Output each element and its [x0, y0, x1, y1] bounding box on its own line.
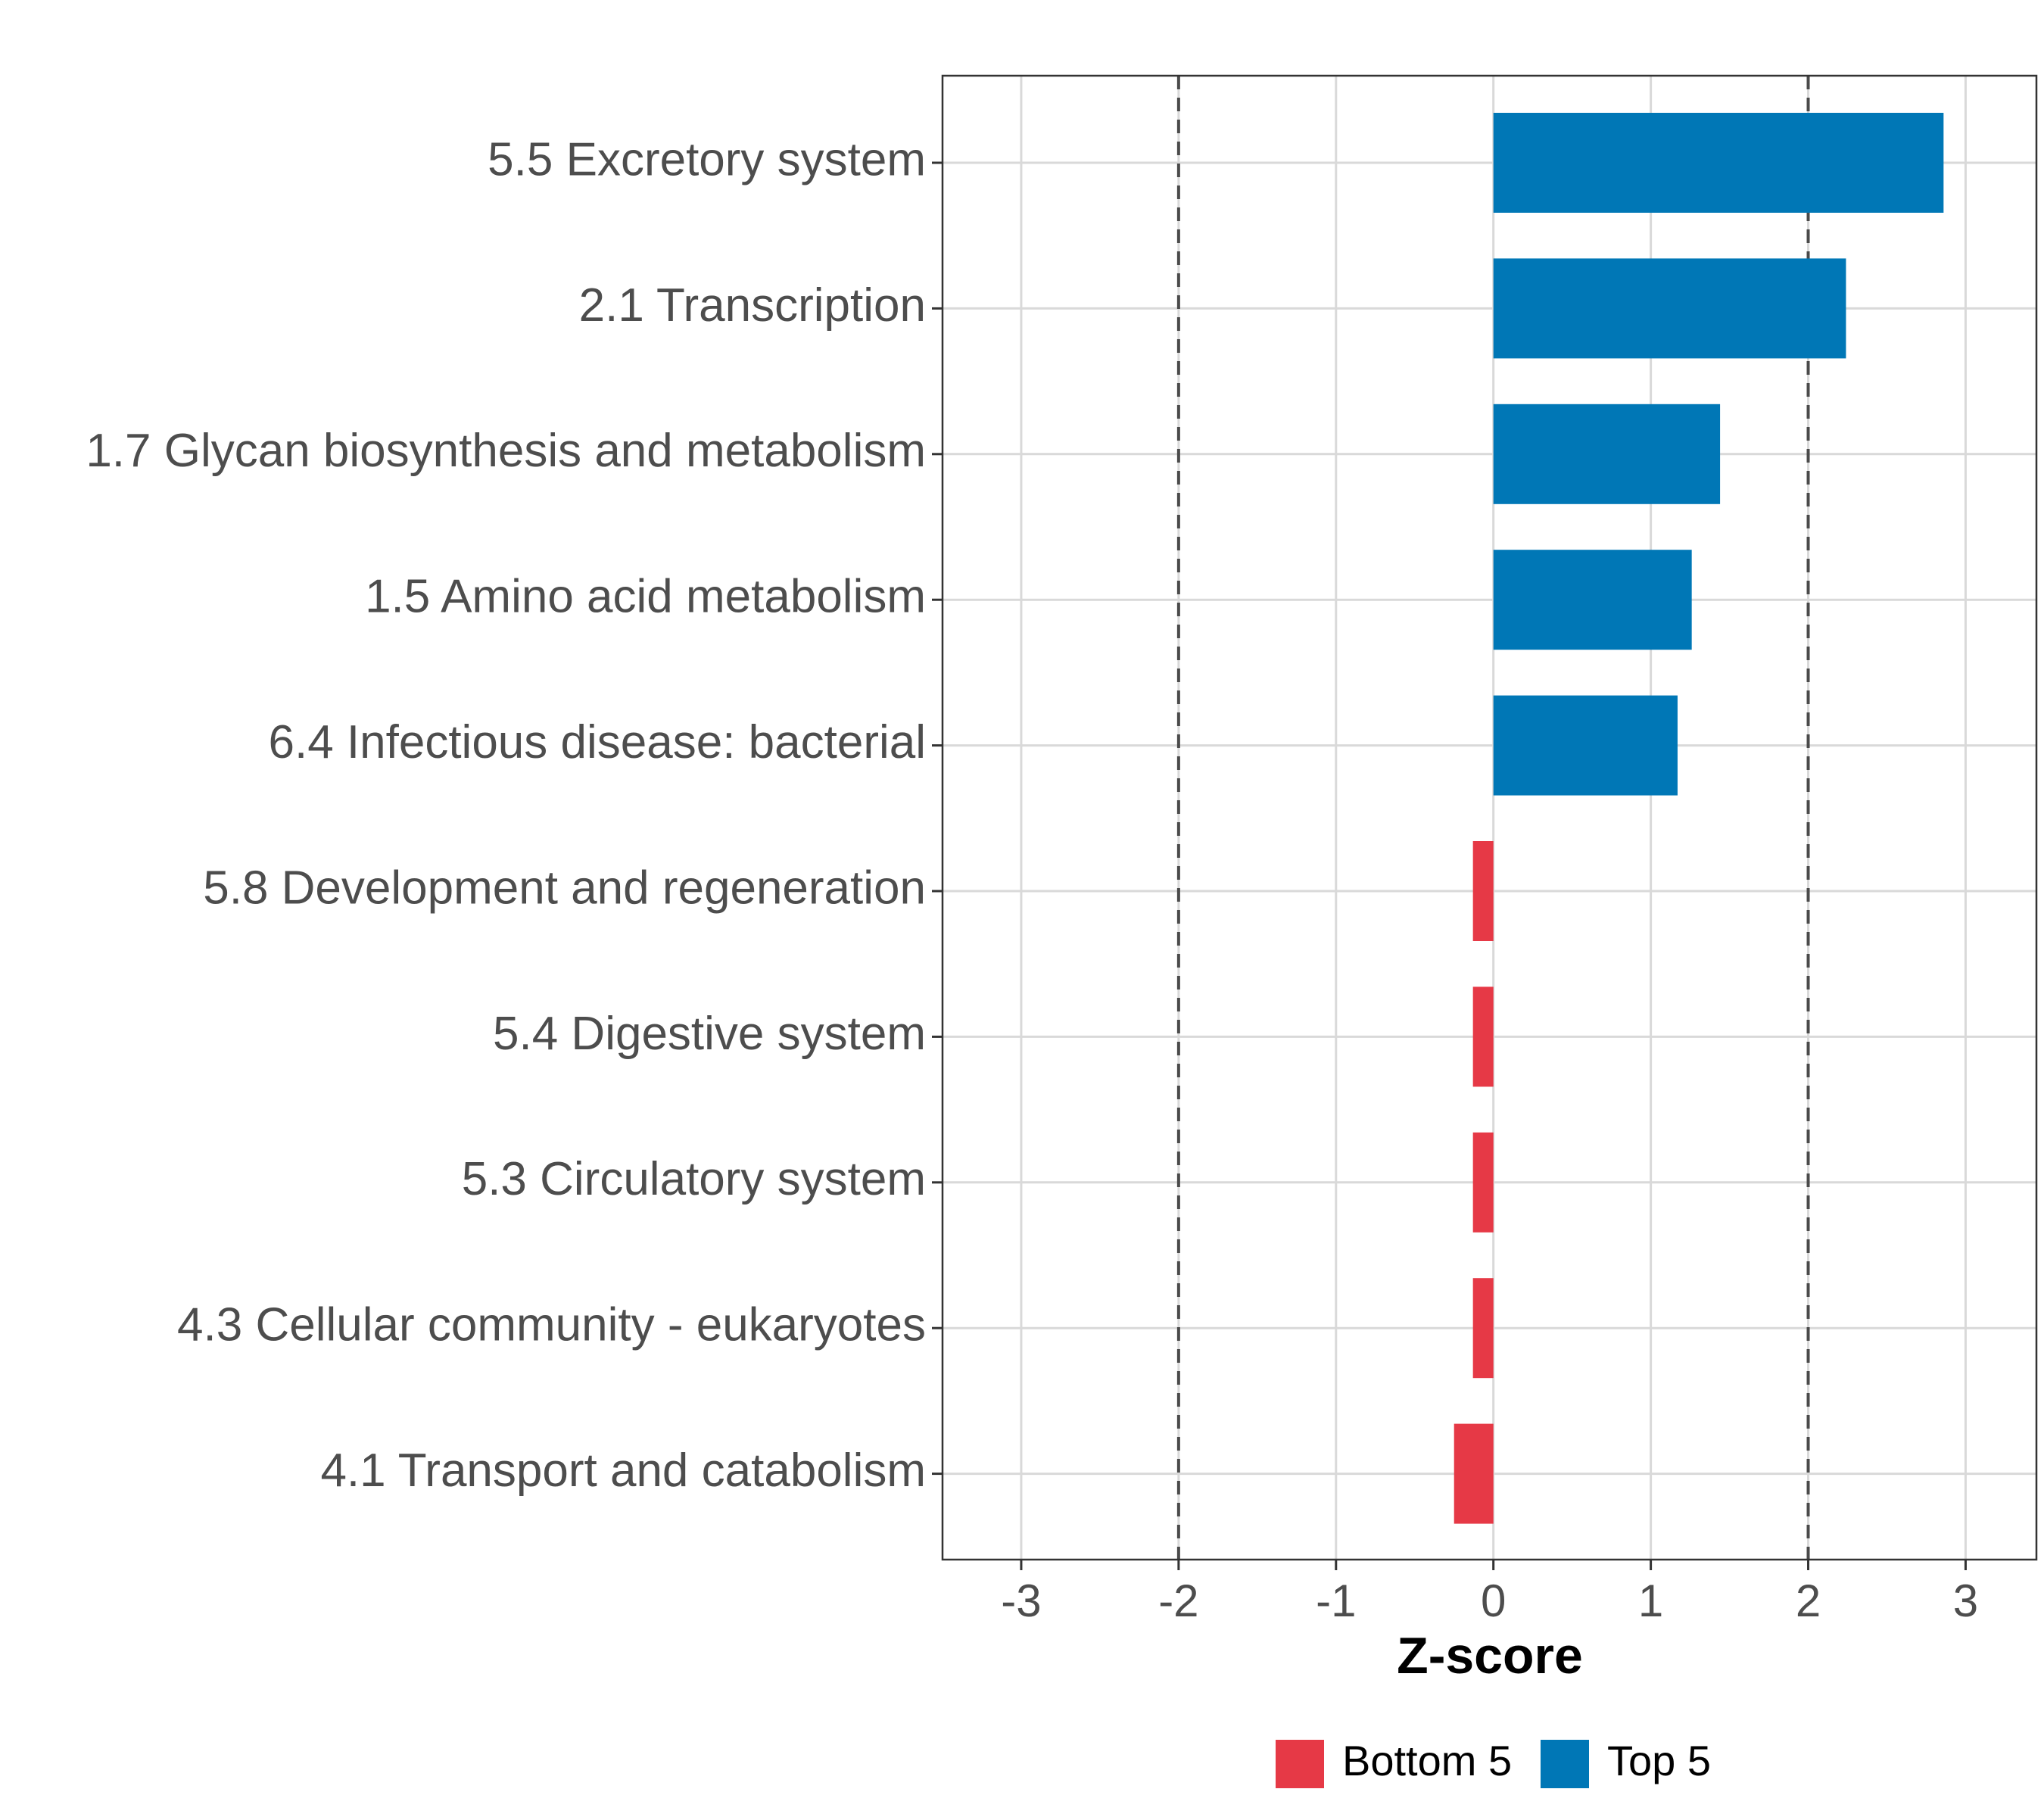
bar [1472, 841, 1494, 941]
category-label: 5.5 Excretory system [488, 133, 926, 185]
category-label: 6.4 Infectious disease: bacterial [268, 716, 926, 768]
x-axis-title: Z-score [1397, 1627, 1583, 1685]
plot-panel-border [941, 74, 2038, 1561]
x-tick-label: 0 [1481, 1575, 1506, 1626]
bar [1454, 1423, 1494, 1524]
x-tick-label: 2 [1796, 1575, 1821, 1626]
bars [1454, 113, 1944, 1524]
category-label: 5.4 Digestive system [493, 1008, 926, 1060]
x-tick-label: -2 [1158, 1575, 1198, 1626]
legend-swatch [1276, 1740, 1324, 1788]
bar [1493, 258, 1846, 359]
category-label: 2.1 Transcription [579, 279, 926, 332]
legend-label: Top 5 [1607, 1737, 1711, 1784]
x-axis-ticks: -3 -2 -1 0 1 2 3 [1001, 1560, 1978, 1626]
legend: Bottom 5 Top 5 [1276, 1737, 1711, 1788]
x-tick-label: -1 [1316, 1575, 1356, 1626]
bar [1493, 695, 1678, 796]
x-tick-label: -3 [1001, 1575, 1041, 1626]
category-label: 4.3 Cellular community - eukaryotes [177, 1299, 926, 1351]
bar [1472, 1278, 1494, 1379]
category-label: 1.7 Glycan biosynthesis and metabolism [86, 425, 926, 477]
x-tick-label: 3 [1953, 1575, 1978, 1626]
category-label: 4.1 Transport and catabolism [320, 1445, 926, 1497]
y-axis-ticks: 5.5 Excretory system 2.1 Transcription 1.7… [86, 133, 943, 1497]
bar [1493, 550, 1692, 650]
legend-swatch [1541, 1740, 1589, 1788]
bar [1493, 113, 1944, 213]
category-label: 1.5 Amino acid metabolism [365, 571, 926, 623]
category-label: 5.3 Circulatory system [462, 1153, 926, 1205]
category-label: 5.8 Development and regeneration [203, 862, 926, 914]
legend-label: Bottom 5 [1342, 1737, 1512, 1784]
bar [1493, 404, 1721, 504]
x-tick-label: 1 [1638, 1575, 1663, 1626]
bar [1472, 1132, 1494, 1233]
bar [1472, 986, 1494, 1087]
